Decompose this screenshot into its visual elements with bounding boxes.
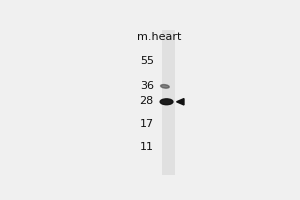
Text: 11: 11 [140,142,154,152]
Text: 28: 28 [140,96,154,106]
Text: 17: 17 [140,119,154,129]
Bar [163,30,175,175]
Text: m.heart: m.heart [137,32,182,42]
Polygon shape [176,99,184,105]
Ellipse shape [160,85,169,88]
Text: 36: 36 [140,81,154,91]
Text: 55: 55 [140,56,154,66]
Ellipse shape [160,99,173,105]
